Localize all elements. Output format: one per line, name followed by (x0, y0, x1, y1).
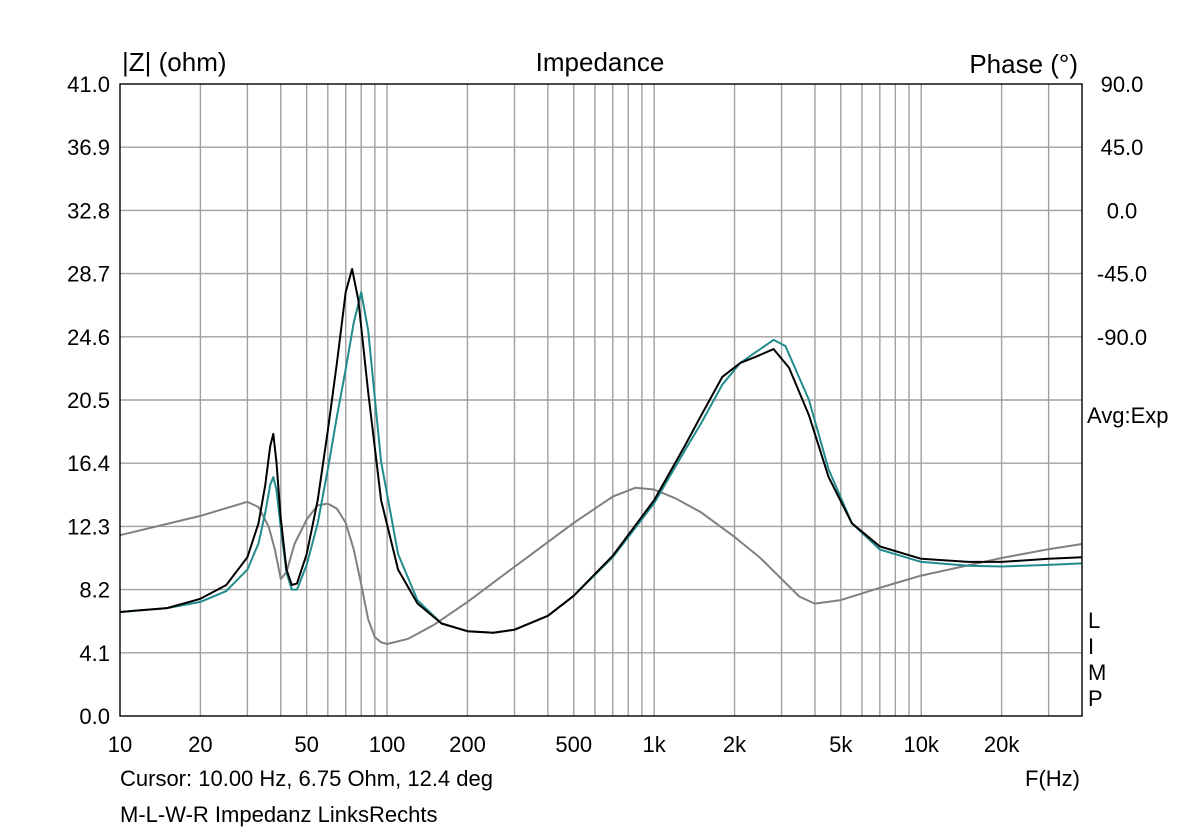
y-tick-label-left: 24.6 (67, 325, 110, 350)
impedance-curve (119, 291, 1083, 634)
y-tick-label-left: 32.8 (67, 198, 110, 223)
y-tick-label-right: 45.0 (1101, 135, 1144, 160)
y-tick-label-left: 8.2 (79, 578, 110, 603)
x-tick-label: 10k (903, 732, 939, 757)
plot-frame (119, 83, 1083, 717)
x-tick-label: 50 (294, 732, 318, 757)
tick-labels: 41.0 36.9 32.8 28.7 24.6 20.5 16.4 12.3 8.2 4.1 0.… (67, 72, 1147, 757)
y-tick-label-left: 20.5 (67, 388, 110, 413)
y-tick-label-right: -90.0 (1097, 325, 1147, 350)
side-letter: I (1088, 634, 1094, 659)
axis-labels: Impedance |Z| (ohm) Phase (°) Avg:Exp F(… (120, 47, 1169, 827)
y-tick-label-left: 0.0 (79, 704, 110, 729)
y-tick-label-left: 28.7 (67, 262, 110, 287)
x-tick-label: 20k (984, 732, 1020, 757)
footer-caption: M-L-W-R Impedanz LinksRechts (120, 802, 437, 827)
cursor-readout: Cursor: 10.00 Hz, 6.75 Ohm, 12.4 deg (120, 766, 493, 791)
data-curves (119, 268, 1083, 645)
x-tick-label: 100 (369, 732, 406, 757)
left-axis-title: |Z| (ohm) (122, 47, 227, 77)
right-axis-title: Phase (°) (969, 49, 1078, 79)
x-tick-label: 20 (188, 732, 212, 757)
impedance-curve (119, 268, 1083, 634)
chart-title: Impedance (536, 47, 665, 77)
x-tick-label: 1k (643, 732, 667, 757)
x-tick-label: 500 (555, 732, 592, 757)
side-letter: P (1088, 686, 1103, 711)
x-tick-label: 10 (108, 732, 132, 757)
y-tick-label-right: 90.0 (1101, 72, 1144, 97)
y-tick-label-left: 16.4 (67, 451, 110, 476)
grid-lines (120, 84, 1082, 716)
x-axis-title: F(Hz) (1025, 766, 1080, 791)
y-tick-label-right: -45.0 (1097, 262, 1147, 287)
side-letter: L (1088, 608, 1100, 633)
y-tick-label-left: 41.0 (67, 72, 110, 97)
avg-label: Avg:Exp (1087, 403, 1169, 428)
phase-curve (119, 486, 1083, 645)
x-tick-label: 5k (829, 732, 853, 757)
y-tick-label-left: 4.1 (79, 641, 110, 666)
x-tick-label: 2k (723, 732, 747, 757)
x-tick-label: 200 (449, 732, 486, 757)
y-tick-label-left: 36.9 (67, 135, 110, 160)
side-letter: M (1088, 660, 1106, 685)
y-tick-label-left: 12.3 (67, 514, 110, 539)
y-tick-label-right: 0.0 (1107, 198, 1138, 223)
